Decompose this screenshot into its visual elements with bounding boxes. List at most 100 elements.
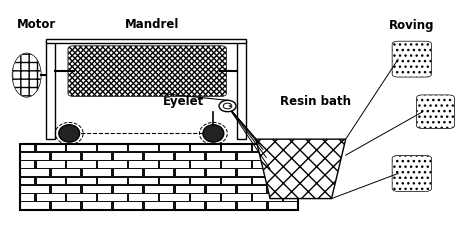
Bar (36, 161, 64, 168)
Ellipse shape (12, 54, 41, 97)
Bar (238, 153, 266, 160)
FancyBboxPatch shape (417, 96, 454, 129)
Bar (99, 194, 127, 201)
Text: Eyelet: Eyelet (163, 94, 204, 107)
Bar (238, 169, 266, 176)
Bar (176, 186, 204, 193)
Bar (114, 202, 142, 209)
Bar (284, 178, 298, 185)
Bar (176, 202, 204, 209)
FancyBboxPatch shape (68, 47, 226, 97)
Bar (254, 194, 282, 201)
Bar (145, 202, 173, 209)
Bar (129, 161, 157, 168)
Bar (129, 178, 157, 185)
Bar (20, 145, 34, 152)
FancyBboxPatch shape (68, 47, 226, 97)
Bar (21, 169, 49, 176)
Bar (67, 161, 96, 168)
Bar (269, 153, 297, 160)
Bar (67, 145, 96, 152)
Bar (222, 145, 251, 152)
Bar (19, 144, 299, 210)
Bar (284, 161, 298, 168)
Bar (67, 194, 96, 201)
Bar (176, 169, 204, 176)
Bar (67, 178, 96, 185)
Bar (254, 178, 282, 185)
Bar (284, 145, 298, 152)
Ellipse shape (12, 54, 41, 97)
Ellipse shape (59, 125, 80, 142)
Bar (99, 178, 127, 185)
Bar (238, 186, 266, 193)
Bar (191, 178, 219, 185)
Bar (269, 169, 297, 176)
Bar (114, 169, 142, 176)
Bar (114, 186, 142, 193)
Bar (83, 202, 111, 209)
FancyBboxPatch shape (417, 96, 454, 129)
Bar (160, 145, 189, 152)
Bar (207, 169, 235, 176)
Bar (21, 153, 49, 160)
Bar (52, 153, 80, 160)
Bar (114, 153, 142, 160)
Bar (19, 144, 299, 210)
Ellipse shape (203, 125, 224, 142)
Bar (160, 194, 189, 201)
Bar (83, 186, 111, 193)
Bar (222, 161, 251, 168)
Polygon shape (256, 139, 346, 199)
Bar (222, 178, 251, 185)
Bar (36, 145, 64, 152)
FancyBboxPatch shape (392, 156, 431, 191)
Text: Mandrel: Mandrel (125, 18, 179, 31)
Bar (46, 42, 55, 139)
Bar (129, 194, 157, 201)
FancyBboxPatch shape (392, 156, 431, 191)
Bar (99, 161, 127, 168)
Bar (284, 194, 298, 201)
Bar (145, 169, 173, 176)
Bar (269, 186, 297, 193)
Bar (207, 186, 235, 193)
Ellipse shape (229, 106, 231, 107)
FancyBboxPatch shape (392, 42, 431, 77)
Bar (160, 178, 189, 185)
Bar (129, 145, 157, 152)
Bar (254, 161, 282, 168)
Bar (222, 194, 251, 201)
Bar (46, 39, 246, 44)
Bar (52, 202, 80, 209)
Bar (191, 194, 219, 201)
Bar (145, 153, 173, 160)
Text: Resin bath: Resin bath (280, 94, 351, 107)
Bar (207, 202, 235, 209)
Bar (176, 153, 204, 160)
Bar (238, 202, 266, 209)
Bar (254, 145, 282, 152)
Bar (36, 178, 64, 185)
Text: Motor: Motor (17, 18, 56, 31)
Bar (237, 42, 246, 139)
Bar (20, 194, 34, 201)
FancyBboxPatch shape (392, 42, 431, 77)
Bar (21, 202, 49, 209)
Bar (145, 186, 173, 193)
Ellipse shape (219, 101, 236, 112)
Bar (191, 145, 219, 152)
Bar (83, 153, 111, 160)
Bar (20, 178, 34, 185)
Bar (52, 186, 80, 193)
Bar (99, 145, 127, 152)
Ellipse shape (223, 104, 232, 109)
Bar (207, 153, 235, 160)
Bar (21, 186, 49, 193)
Bar (269, 202, 297, 209)
Bar (191, 161, 219, 168)
Bar (36, 194, 64, 201)
Bar (160, 161, 189, 168)
Bar (52, 169, 80, 176)
Bar (20, 161, 34, 168)
